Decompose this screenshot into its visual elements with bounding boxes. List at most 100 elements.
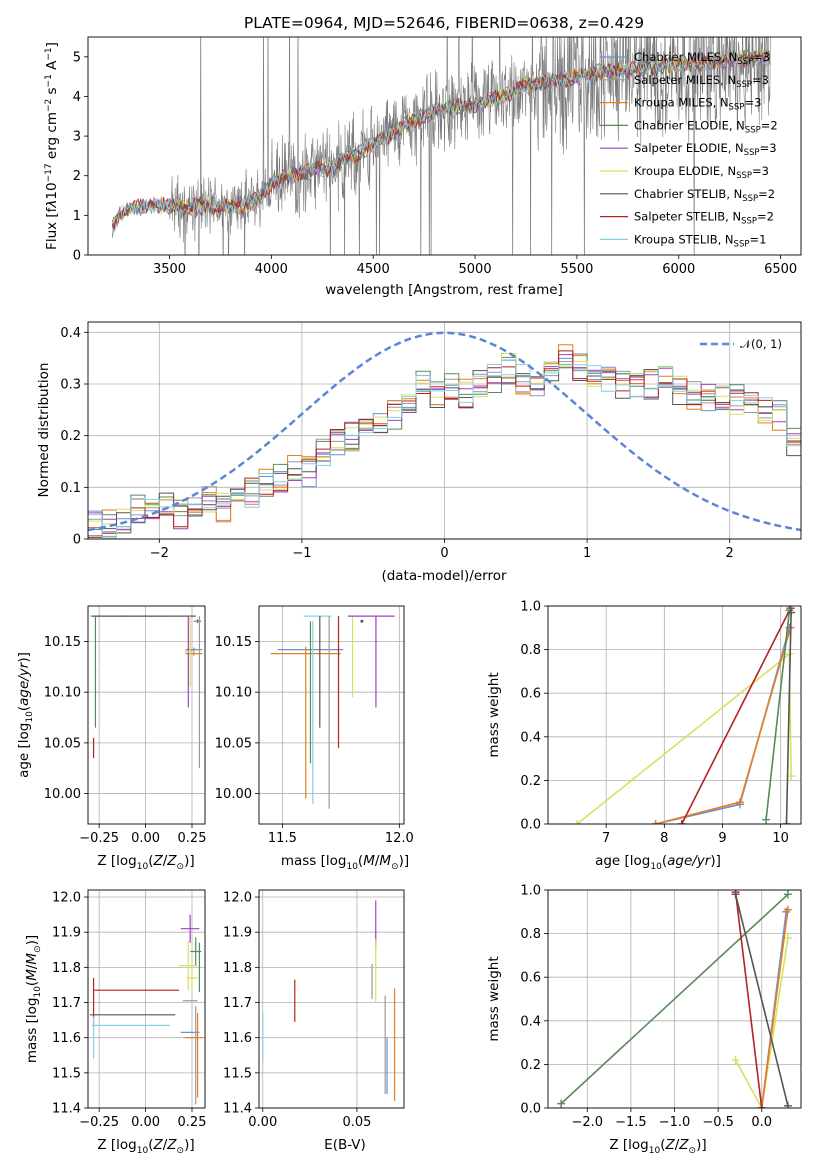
- y-tick-label: 10.15: [44, 635, 81, 650]
- legend-label: Salpeter ELODIE, NSSP=3: [634, 141, 777, 158]
- errorbar-point: [186, 963, 198, 992]
- plus-marker: [757, 1104, 766, 1108]
- y-tick-label: 5: [73, 50, 81, 65]
- errorbar-point: [193, 619, 202, 624]
- spectrum-ylabel: Flux [fλ10−17 erg cm−2 s−1 A−1]: [44, 42, 60, 250]
- weight-line: [734, 894, 789, 1106]
- ageZ-ylabel: age [log10(age/yr)]: [16, 652, 35, 778]
- x-tick-label: −1.5: [615, 1115, 647, 1130]
- y-tick-label: 11.5: [223, 1066, 252, 1081]
- y-tick-label: 0.2: [60, 429, 81, 444]
- legend-label: Kroupa ELODIE, NSSP=3: [634, 164, 769, 181]
- histogram-kroupa-stelib: [88, 364, 801, 539]
- massZ-ylabel: mass [log10(M/M⊙)]: [24, 935, 43, 1063]
- grid: [548, 605, 801, 825]
- x-tick-label: 9: [718, 831, 726, 846]
- observed-spectrum: [112, 37, 771, 255]
- x-tick-label: 0.0: [751, 1115, 772, 1130]
- weight-line: [760, 909, 789, 1108]
- legend-count: =3: [752, 164, 769, 178]
- weight-vs-age-panel: age [log10(age/yr)] mass weight 7 8 9 10 0.0…: [486, 600, 802, 872]
- y-tick-label: 4: [73, 90, 81, 105]
- weight-line: [734, 892, 763, 1108]
- axes-frame: [258, 889, 405, 1109]
- x-tick-label: 0.00: [131, 1115, 160, 1130]
- grid: [88, 606, 205, 824]
- weight-vs-metallicity-panel: Z [log10(Z/Z⊙)] mass weight −2.0 −1.5 −1.0…: [486, 884, 802, 1156]
- y-tick-label: 0.4: [520, 1014, 541, 1029]
- y-tick-label: 10.15: [215, 635, 252, 650]
- x-tick-label: −2.0: [571, 1115, 603, 1130]
- y-tick-label: 0.4: [60, 326, 81, 341]
- plus-marker: [762, 815, 771, 824]
- x-tick-label: −1: [292, 546, 311, 561]
- massE-xlabel: E(B-V): [324, 1137, 366, 1153]
- x-tick-label: 4500: [357, 262, 390, 277]
- axes-frame: [87, 36, 802, 256]
- y-tick-label: 11.8: [223, 961, 252, 976]
- x-tick-label: 0.00: [131, 831, 160, 846]
- y-tick-label: 0.6: [520, 971, 541, 986]
- y-tick-label: 0.4: [520, 730, 541, 745]
- plus-marker: [573, 820, 582, 824]
- x-tick-label: −0.25: [79, 831, 119, 846]
- legend-label: Chabrier ELODIE, NSSP=2: [634, 118, 778, 135]
- spectrum-title: PLATE=0964, MJD=52646, FIBERID=0638, z=0…: [244, 14, 644, 32]
- errorbar-point: [94, 616, 97, 728]
- wZ-ylabel: mass weight: [486, 956, 502, 1041]
- plus-marker: [651, 820, 660, 824]
- plus-marker: [783, 905, 792, 914]
- x-tick-label: 0: [440, 546, 448, 561]
- plus-marker: [731, 890, 740, 899]
- weight-line: [785, 612, 792, 824]
- y-tick-label: 12.0: [223, 891, 252, 906]
- mass-vs-metallicity-panel: Z [log10(Z/Z⊙)] mass [log10(M/M⊙)] −0.25…: [24, 889, 206, 1156]
- x-tick-label: −1.0: [659, 1115, 691, 1130]
- axes-frame: [547, 605, 802, 825]
- histogram-salpeter-elodie: [88, 354, 801, 531]
- plot-area: [262, 900, 396, 1101]
- y-tick-label: 0: [73, 533, 81, 548]
- residuals-panel: (data-model)/error Normed distribution −…: [36, 321, 802, 584]
- legend-subscript: SSP: [736, 80, 752, 90]
- y-tick-label: 0: [73, 249, 81, 264]
- legend-subscript: SSP: [736, 171, 752, 181]
- legend-subscript: SSP: [745, 125, 761, 135]
- x-tick-label: 5500: [560, 262, 593, 277]
- grid: [88, 890, 205, 1109]
- ageZ-xlabel: Z [log10(Z/Z⊙)]: [97, 853, 194, 872]
- legend-label: Salpeter MILES, NSSP=3: [634, 73, 769, 90]
- legend: 𝒩(0, 1): [700, 337, 782, 351]
- age-vs-mass-panel: mass [log10(M/M⊙)] 11.5 12.0 10.00 10.05 10.…: [215, 605, 414, 872]
- y-tick-label: 10.10: [215, 686, 252, 701]
- mass-vs-ebv-panel: E(B-V) 0.00 0.05 11.4 11.5 11.6 11.7 11.8 11.9 1…: [223, 889, 405, 1153]
- ageM-xlabel: mass [log10(M/M⊙)]: [281, 853, 409, 872]
- legend-count: =1: [749, 232, 766, 246]
- weight-line: [560, 893, 789, 1105]
- x-tick-label: −0.25: [79, 1115, 119, 1130]
- y-tick-label: 11.4: [52, 1102, 81, 1117]
- plot-area: [112, 37, 771, 255]
- y-tick-label: 11.4: [223, 1102, 252, 1117]
- x-tick-label: 1: [583, 546, 591, 561]
- plus-marker: [787, 772, 796, 781]
- x-tick-label: −0.5: [702, 1115, 734, 1130]
- legend-count: =3: [760, 141, 777, 155]
- y-tick-label: 0.8: [520, 927, 541, 942]
- legend-count: =3: [752, 73, 769, 87]
- plus-marker: [557, 1099, 566, 1108]
- errorbar-point: [184, 616, 196, 688]
- legend-count: =3: [744, 96, 761, 110]
- y-tick-label: 1.0: [520, 884, 541, 899]
- legend-count: =2: [761, 118, 778, 132]
- plot-area: [270, 615, 395, 809]
- y-tick-label: 11.9: [223, 926, 252, 941]
- legend-subscript: SSP: [741, 217, 757, 227]
- y-tick-label: 0.2: [520, 774, 541, 789]
- y-tick-label: 0.2: [520, 1058, 541, 1073]
- y-tick-label: 11.5: [52, 1066, 81, 1081]
- weight-line: [655, 627, 792, 824]
- plot-area: [89, 914, 204, 1105]
- y-tick-label: 0.0: [520, 1102, 541, 1117]
- model-spectrum-salpeter-stelib: [112, 50, 771, 231]
